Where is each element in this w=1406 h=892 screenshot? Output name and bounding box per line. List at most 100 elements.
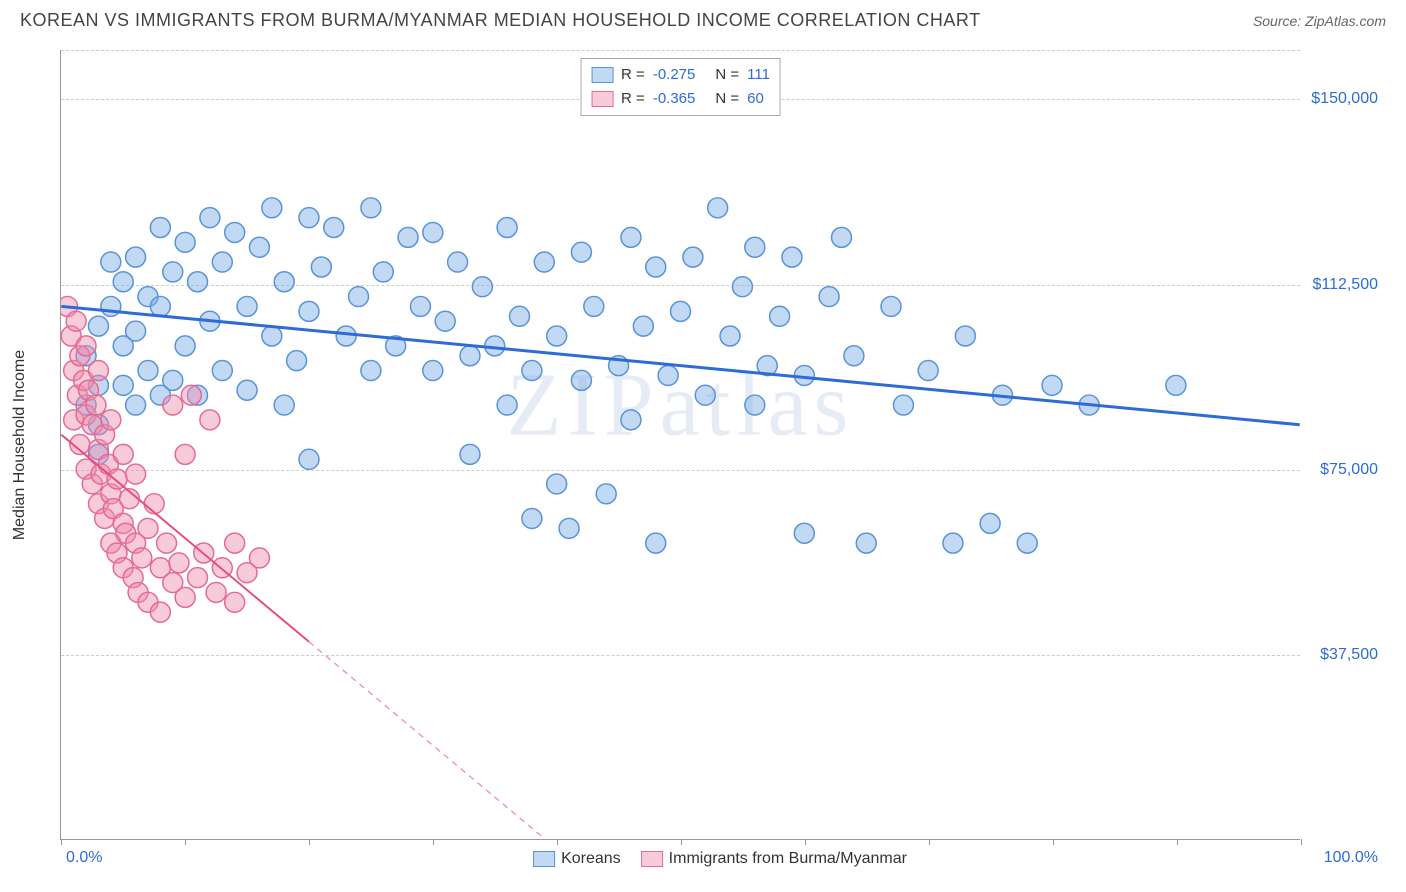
y-tick-label: $150,000 [1308,90,1378,108]
data-point [126,395,146,415]
y-tick-label: $112,500 [1308,276,1378,294]
y-axis-label: Median Household Income [11,350,29,540]
data-point [745,395,765,415]
legend-swatch [533,851,555,867]
data-point [163,262,183,282]
data-point [881,296,901,316]
data-point [88,316,108,336]
data-point [181,385,201,405]
data-point [472,277,492,297]
data-point [510,306,530,326]
y-tick-label: $75,000 [1308,461,1378,479]
stats-legend: R = -0.275N = 111R = -0.365N = 60 [580,58,781,116]
data-point [349,287,369,307]
trend-line-extrapolated [309,642,545,839]
data-point [695,385,715,405]
plot-svg [61,50,1300,839]
data-point [274,395,294,415]
x-tick [557,839,558,845]
data-point [460,346,480,366]
data-point [410,296,430,316]
legend-n-value: 111 [747,63,770,87]
data-point [249,548,269,568]
data-point [299,449,319,469]
chart-title: KOREAN VS IMMIGRANTS FROM BURMA/MYANMAR … [20,10,981,31]
data-point [770,306,790,326]
data-point [188,272,208,292]
data-point [101,252,121,272]
data-point [547,326,567,346]
data-point [157,533,177,553]
legend-stat-label: R = [621,87,645,111]
data-point [1017,533,1037,553]
data-point [150,218,170,238]
data-point [101,410,121,430]
data-point [1042,375,1062,395]
data-point [844,346,864,366]
data-point [497,218,517,238]
legend-n-value: 60 [747,87,764,111]
data-point [336,326,356,346]
data-point [175,587,195,607]
data-point [311,257,331,277]
data-point [497,395,517,415]
data-point [262,326,282,346]
data-point [596,484,616,504]
data-point [361,361,381,381]
data-point [522,508,542,528]
data-point [101,296,121,316]
data-point [175,336,195,356]
data-point [206,582,226,602]
data-point [324,218,344,238]
data-point [150,602,170,622]
data-point [169,553,189,573]
data-point [237,296,257,316]
data-point [225,533,245,553]
data-point [138,518,158,538]
legend-stat-label: N = [715,63,739,87]
data-point [423,361,443,381]
data-point [633,316,653,336]
data-point [274,272,294,292]
data-point [621,410,641,430]
data-point [732,277,752,297]
data-point [893,395,913,415]
data-point [66,311,86,331]
data-point [361,198,381,218]
data-point [832,227,852,247]
data-point [188,568,208,588]
data-point [212,361,232,381]
series-legend: KoreansImmigrants from Burma/Myanmar [533,850,907,868]
data-point [423,222,443,242]
data-point [794,523,814,543]
data-point [559,518,579,538]
data-point [113,272,133,292]
data-point [126,464,146,484]
data-point [918,361,938,381]
legend-r-value: -0.275 [653,63,696,87]
legend-stat-label: R = [621,63,645,87]
data-point [126,321,146,341]
data-point [658,365,678,385]
data-point [132,548,152,568]
x-tick [1177,839,1178,845]
data-point [708,198,728,218]
data-point [200,208,220,228]
data-point [237,380,257,400]
legend-item: Immigrants from Burma/Myanmar [641,850,907,868]
data-point [262,198,282,218]
x-tick [929,839,930,845]
data-point [621,227,641,247]
data-point [299,301,319,321]
x-tick [433,839,434,845]
data-point [113,444,133,464]
legend-r-value: -0.365 [653,87,696,111]
data-point [955,326,975,346]
x-tick [805,839,806,845]
data-point [138,361,158,381]
x-tick [61,839,62,845]
x-tick [1301,839,1302,845]
data-point [819,287,839,307]
x-tick [185,839,186,845]
data-point [225,222,245,242]
